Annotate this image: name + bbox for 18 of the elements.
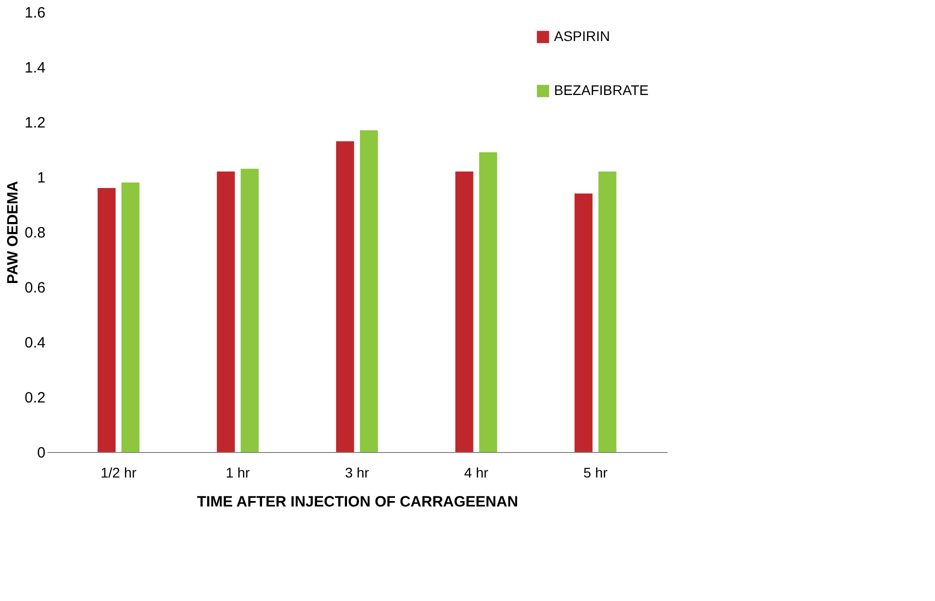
y-tick-label: 1 <box>37 170 46 186</box>
y-tick-label: 0.4 <box>24 334 46 352</box>
y-axis-title: PAW OEDEMA <box>4 180 22 284</box>
legend-label: ASPIRIN <box>554 28 610 44</box>
y-tick-label: 0.6 <box>24 280 46 296</box>
x-tick-label: 3 hr <box>344 464 370 480</box>
x-tick-label: 1/2 hr <box>100 464 137 480</box>
y-tick-label: 1.4 <box>24 60 46 76</box>
legend-label: BEZAFIBRATE <box>554 82 649 98</box>
y-tick-label: 1.6 <box>24 4 46 22</box>
y-tick-label: 0.2 <box>24 390 46 406</box>
y-tick-label: 1.2 <box>24 114 46 132</box>
y-tick-label: 0.8 <box>24 224 46 242</box>
x-tick-label: 4 hr <box>464 464 489 480</box>
x-tick-label: 1 hr <box>226 464 250 480</box>
x-tick-label: 5 hr <box>583 464 608 480</box>
x-axis-title: TIME AFTER INJECTION OF CARRAGEENAN <box>196 494 518 510</box>
y-tick-label: 0 <box>37 444 46 462</box>
